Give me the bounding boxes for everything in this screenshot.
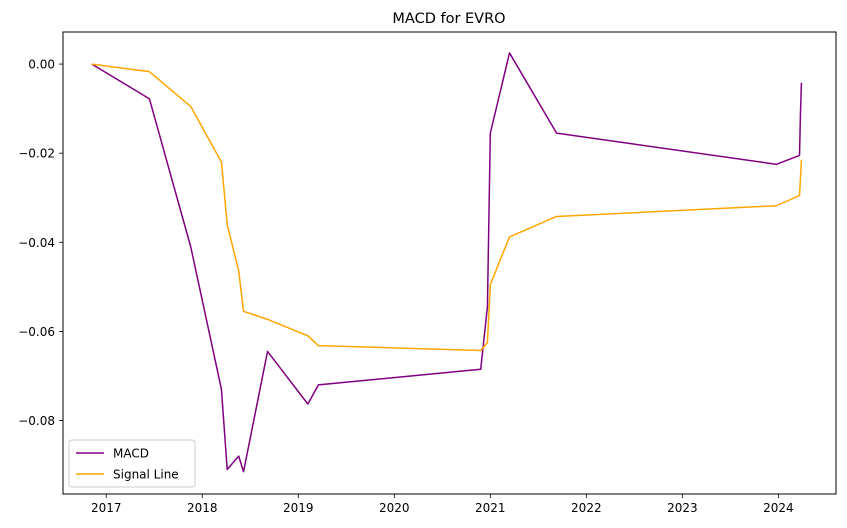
legend-label-signal-line: Signal Line bbox=[113, 468, 179, 482]
legend-box bbox=[68, 439, 196, 488]
y-tick-label: −0.04 bbox=[18, 236, 55, 250]
x-tick-label: 2018 bbox=[187, 501, 218, 515]
x-tick-label: 2017 bbox=[91, 501, 122, 515]
plot-area bbox=[63, 32, 836, 494]
plot-frame bbox=[62, 31, 837, 495]
series-layer bbox=[91, 52, 803, 473]
y-axis: 0.00 −0.02 −0.04 −0.06 −0.08 bbox=[18, 58, 63, 428]
legend: MACD Signal Line bbox=[68, 439, 196, 488]
y-tick-label: −0.02 bbox=[18, 147, 55, 161]
legend-label-macd: MACD bbox=[113, 447, 149, 461]
x-tick-label: 2024 bbox=[763, 501, 794, 515]
y-tick-label: −0.08 bbox=[18, 414, 55, 428]
x-tick-label: 2019 bbox=[283, 501, 314, 515]
x-tick-label: 2021 bbox=[475, 501, 506, 515]
series-line-macd bbox=[91, 52, 803, 473]
y-tick-label: −0.06 bbox=[18, 325, 55, 339]
x-tick-label: 2023 bbox=[667, 501, 698, 515]
y-tick-label: 0.00 bbox=[28, 58, 55, 72]
x-axis: 2017 2018 2019 2020 2021 2022 2023 2024 bbox=[91, 494, 794, 515]
x-tick-label: 2020 bbox=[379, 501, 410, 515]
chart-title: MACD for EVRO bbox=[392, 11, 505, 27]
x-tick-label: 2022 bbox=[571, 501, 602, 515]
series-line-signal-line bbox=[91, 63, 803, 352]
